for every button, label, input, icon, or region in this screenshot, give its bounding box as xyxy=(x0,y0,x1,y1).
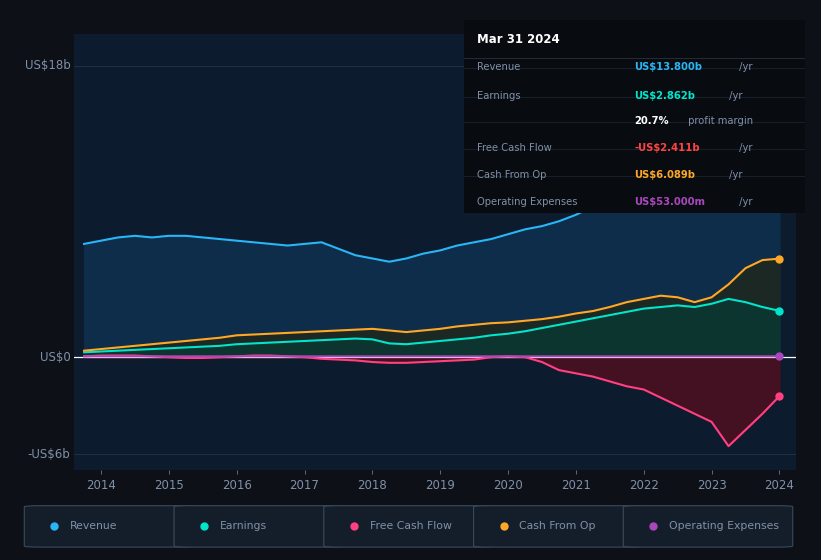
Text: US$13.800b: US$13.800b xyxy=(635,62,702,72)
Text: -US$6b: -US$6b xyxy=(28,448,71,461)
Text: /yr: /yr xyxy=(736,62,753,72)
FancyBboxPatch shape xyxy=(323,506,493,547)
Text: US$6.089b: US$6.089b xyxy=(635,170,695,180)
Text: US$53.000m: US$53.000m xyxy=(635,197,705,207)
FancyBboxPatch shape xyxy=(474,506,643,547)
Text: /yr: /yr xyxy=(727,170,743,180)
Text: /yr: /yr xyxy=(736,143,753,153)
FancyBboxPatch shape xyxy=(174,506,343,547)
Text: Operating Expenses: Operating Expenses xyxy=(478,197,578,207)
Text: -US$2.411b: -US$2.411b xyxy=(635,143,699,153)
Text: US$2.862b: US$2.862b xyxy=(635,91,695,101)
Text: Revenue: Revenue xyxy=(478,62,521,72)
Text: Mar 31 2024: Mar 31 2024 xyxy=(478,33,560,46)
Text: profit margin: profit margin xyxy=(686,116,754,126)
FancyBboxPatch shape xyxy=(623,506,793,547)
Text: Cash From Op: Cash From Op xyxy=(478,170,547,180)
Text: US$18b: US$18b xyxy=(25,59,71,72)
Text: Free Cash Flow: Free Cash Flow xyxy=(369,521,452,531)
Text: Revenue: Revenue xyxy=(70,521,117,531)
Text: Operating Expenses: Operating Expenses xyxy=(669,521,779,531)
Text: US$0: US$0 xyxy=(39,351,71,363)
Text: /yr: /yr xyxy=(727,91,743,101)
Text: Earnings: Earnings xyxy=(220,521,267,531)
Text: Free Cash Flow: Free Cash Flow xyxy=(478,143,553,153)
Text: 20.7%: 20.7% xyxy=(635,116,669,126)
Text: /yr: /yr xyxy=(736,197,753,207)
Text: Cash From Op: Cash From Op xyxy=(519,521,596,531)
FancyBboxPatch shape xyxy=(25,506,194,547)
Text: Earnings: Earnings xyxy=(478,91,521,101)
